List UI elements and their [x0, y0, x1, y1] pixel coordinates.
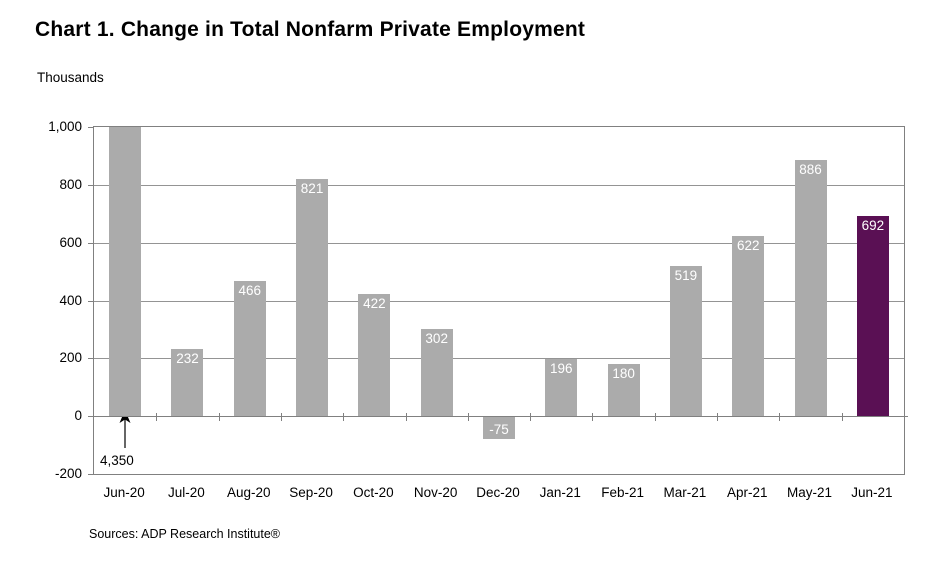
x-axis-label-jan-21: Jan-21 [539, 485, 581, 500]
category-axis-tick [779, 413, 781, 422]
bar-value-label: 622 [736, 238, 760, 254]
plot-area: 4,350 232 466 821 422 302 -75 196 180 519 622 886 6… [93, 126, 908, 475]
x-axis-label-nov-20: Nov-20 [413, 485, 458, 500]
y-axis-tick [88, 300, 94, 302]
bar-value-label: 692 [861, 218, 885, 234]
bar-jun-20 [109, 127, 142, 417]
x-axis-label-may-21: May-21 [787, 485, 833, 500]
x-axis-label-sep-20: Sep-20 [289, 485, 333, 500]
y-gridline-400 [94, 300, 904, 302]
bar-value-label: 302 [425, 330, 448, 346]
bar-feb-21 [607, 364, 640, 417]
x-axis-label-aug-20: Aug-20 [226, 485, 271, 500]
x-axis-labels: Jun-20 Jul-20 Aug-20 Sep-20 Oct-20 Nov-20 Dec-… [93, 485, 905, 503]
y-axis-tick [88, 474, 94, 475]
bar-value-label: 466 [238, 283, 262, 299]
bar-value-label: 422 [363, 296, 386, 312]
category-axis-tick [654, 413, 656, 422]
bar-oct-20 [358, 294, 391, 417]
y-axis-tick [88, 127, 94, 128]
y-axis-tick-label-0: 0 [74, 408, 82, 424]
category-axis-tick [280, 413, 282, 422]
bar-aug-20 [233, 281, 266, 417]
category-axis-tick [530, 413, 532, 422]
category-axis-tick [841, 413, 843, 422]
zero-axis-line [94, 416, 908, 418]
bar-value-label: -75 [489, 421, 509, 437]
chart-title: Chart 1. Change in Total Nonfarm Private… [35, 18, 586, 41]
bar-jan-21 [545, 359, 578, 417]
y-axis-tick-label-400: 400 [59, 292, 82, 308]
x-axis-label-jun-21: Jun-21 [851, 485, 893, 500]
y-axis-tick [88, 184, 94, 186]
y-axis-tick-label-800: 800 [59, 176, 82, 192]
y-axis-tick-label-1,000: 1,000 [48, 119, 82, 134]
bar-may-21 [794, 159, 827, 417]
category-axis-tick [343, 413, 345, 422]
x-axis-label-jul-20: Jul-20 [168, 485, 205, 500]
bar-nov-20 [420, 328, 453, 417]
y-axis-units-label: Thousands [37, 70, 104, 85]
x-axis-label-oct-20: Oct-20 [353, 485, 394, 500]
category-axis-tick [592, 413, 594, 422]
bar-jun-21 [856, 216, 889, 417]
bar-apr-21 [732, 236, 765, 417]
y-axis-tick [88, 358, 94, 360]
bar-value-label: 886 [799, 161, 822, 177]
annotation-label: 4,350 [100, 453, 134, 468]
y-gridline-600 [94, 242, 904, 244]
x-axis-label-mar-21: Mar-21 [663, 485, 707, 500]
source-note: Sources: ADP Research Institute® [89, 527, 281, 541]
category-axis-tick [218, 413, 220, 422]
bar-value-label: 196 [550, 361, 573, 377]
y-gridline-800 [94, 184, 904, 186]
bar-jul-20 [171, 349, 204, 417]
bar-value-label: 180 [612, 366, 635, 382]
bar-value-label: 821 [300, 180, 324, 196]
x-axis-label-jun-20: Jun-20 [103, 485, 145, 500]
bar-value-label: 519 [674, 268, 698, 284]
bar-value-label: 232 [176, 351, 199, 367]
category-axis-tick [156, 413, 158, 422]
x-axis-label-dec-20: Dec-20 [476, 485, 520, 500]
category-axis-tick [467, 413, 469, 422]
x-axis-label-apr-21: Apr-21 [726, 485, 768, 500]
bar-sep-20 [296, 178, 329, 417]
y-axis-tick-label-200: 200 [59, 350, 82, 366]
y-axis-tick-label-600: 600 [59, 234, 82, 250]
y-gridline-200 [94, 358, 904, 360]
x-axis-label-feb-21: Feb-21 [601, 485, 644, 500]
y-axis-tick [88, 242, 94, 244]
bar-mar-21 [669, 266, 702, 417]
y-axis-tick-label--200: -200 [54, 466, 82, 481]
category-axis-tick [717, 413, 719, 422]
y-axis-tick [88, 416, 94, 418]
category-axis-tick [405, 413, 407, 422]
bar-dec-20 [483, 417, 515, 439]
